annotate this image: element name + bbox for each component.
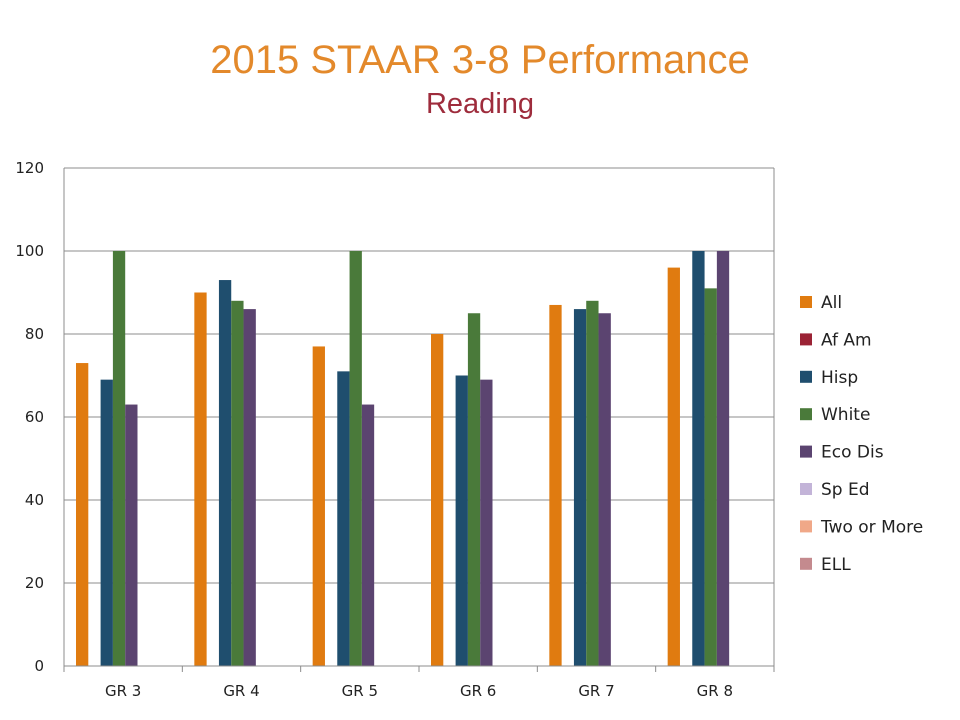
legend-swatch-all [800,296,812,308]
bar-eco-dis-gr-5 [361,404,375,666]
x-tick-label: GR 5 [342,682,378,700]
legend-swatch-white [800,408,812,421]
bar-all-gr-5 [312,346,325,666]
bar-white-gr-5 [349,251,362,666]
x-tick-label: GR 8 [697,682,733,700]
legend-label-hisp: Hisp [821,368,858,388]
legend-label-af-am: Af Am [821,330,872,350]
legend-label-sp-ed: Sp Ed [821,480,870,500]
chart-title: 2015 STAAR 3-8 Performance [210,38,750,82]
legend-label-all: All [821,293,842,313]
bar-hisp-gr-8 [692,251,705,666]
legend-swatch-hisp [800,370,812,383]
legend-swatch-eco-dis [800,445,812,458]
y-tick-label: 60 [25,408,44,426]
legend-label-eco-dis: Eco Dis [821,443,884,463]
bar-hisp-gr-5 [337,371,350,666]
legend-swatch-two-or-more [800,520,812,533]
legend-swatch-af-am [800,333,812,346]
x-tick-label: GR 6 [460,682,496,700]
y-tick-label: 120 [15,159,44,177]
bar-white-gr-3 [112,251,126,666]
bar-hisp-gr-3 [100,379,113,666]
bar-all-gr-6 [431,334,444,666]
bar-eco-dis-gr-3 [125,404,138,666]
bar-eco-dis-gr-8 [716,251,730,666]
y-tick-label: 80 [25,325,44,343]
bar-white-gr-4 [231,300,244,666]
bar-eco-dis-gr-7 [598,313,611,666]
chart-subtitle: Reading [425,88,535,120]
x-tick-label: GR 3 [105,682,141,700]
legend-swatch-ell [800,557,812,570]
bar-all-gr-8 [667,267,680,666]
bar-hisp-gr-6 [455,375,468,666]
bar-white-gr-7 [586,300,599,666]
bars [76,251,730,666]
legend-swatch-sp-ed [800,483,812,495]
bar-all-gr-7 [549,304,562,666]
y-tick-label: 20 [25,574,44,592]
bar-eco-dis-gr-4 [243,309,256,666]
legend-label-white: White [821,405,870,425]
gridlines [64,167,774,584]
bar-all-gr-3 [76,363,89,666]
x-tick-label: GR 7 [578,682,614,700]
y-tick-label: 100 [15,242,44,260]
legend-label-ell: ELL [821,555,851,575]
legend-label-two-or-more: Two or More [820,517,923,537]
bar-all-gr-4 [194,292,207,666]
bar-eco-dis-gr-6 [480,379,493,666]
axes: 0 20 40 60 80 100 120 GR 3 GR 4 GR 5 GR 6 GR 7 GR 8 [15,159,775,700]
bar-white-gr-6 [467,313,481,666]
bar-hisp-gr-7 [573,309,587,666]
y-tick-label: 0 [34,657,44,675]
bar-hisp-gr-4 [218,280,232,666]
y-tick-label: 40 [25,491,44,509]
legend: All Af Am Hisp White Eco Dis Sp Ed Two or More… [800,293,923,575]
x-tick-label: GR 4 [223,682,259,700]
bar-white-gr-8 [704,288,717,666]
